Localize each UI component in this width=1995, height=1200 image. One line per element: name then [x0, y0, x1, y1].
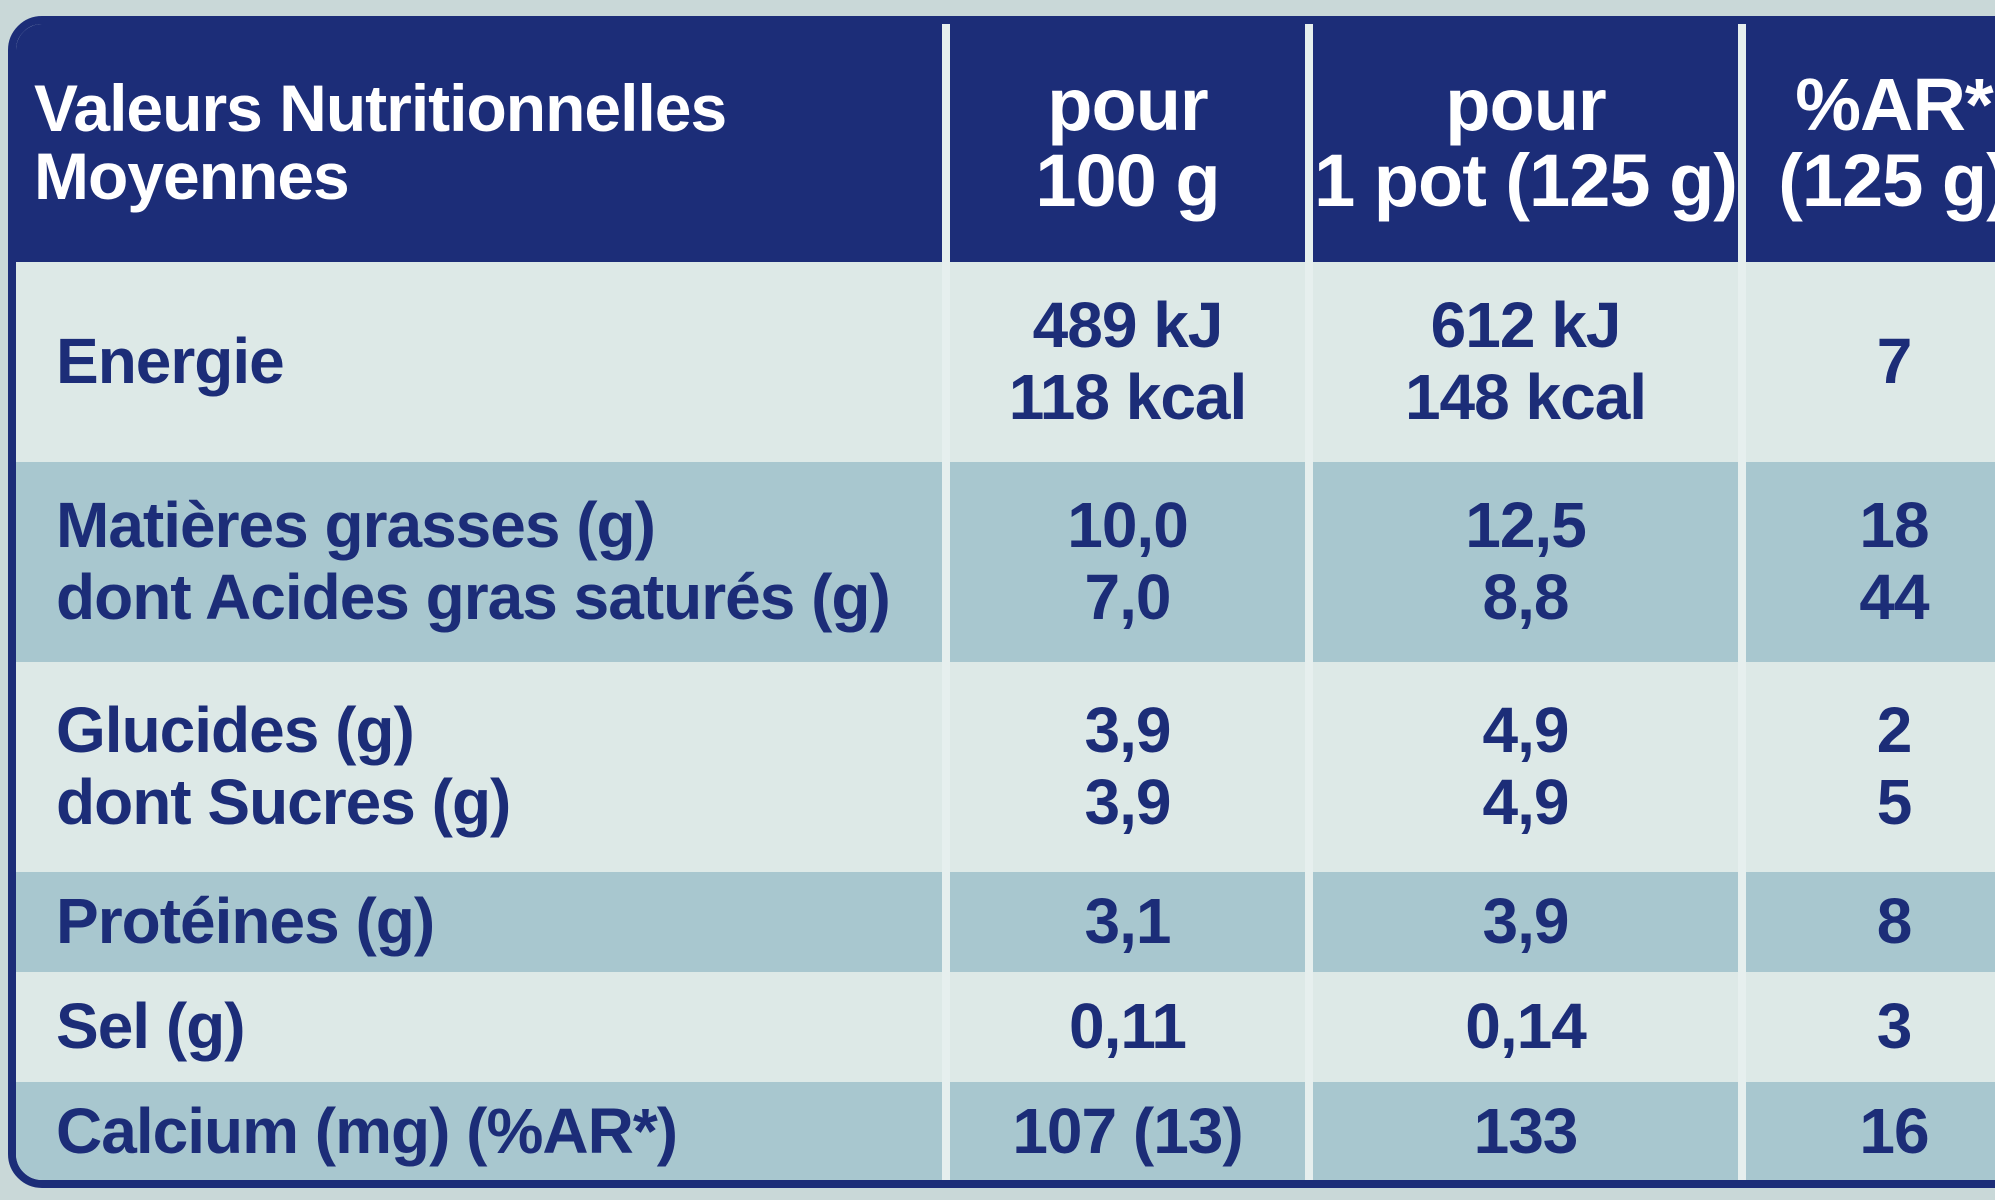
header-per-100g-line2: 100 g: [1035, 139, 1220, 222]
calcium-per100: 107 (13): [942, 1082, 1309, 1180]
energy-perpot-kcal: 148 kcal: [1404, 361, 1647, 433]
row-fat-perpot: 12,5 8,8: [1305, 462, 1742, 662]
carbs-ar: 2: [1876, 694, 1913, 767]
protein-perpot: 3,9: [1305, 872, 1742, 972]
row-energy-label: Energie: [16, 262, 946, 462]
carbs-label: Glucides (g): [56, 694, 415, 767]
row-fat-label: Matières grasses (g) dont Acides gras sa…: [16, 462, 946, 662]
protein-per100: 3,1: [942, 872, 1309, 972]
energy-per100-kcal: 118 kcal: [1008, 361, 1248, 433]
row-energy-per100: 489 kJ 118 kcal: [942, 262, 1309, 462]
header-title-line2: Moyennes: [34, 139, 350, 213]
header-row: Valeurs Nutritionnelles Moyennes pour 10…: [16, 24, 1995, 262]
row-salt: Sel (g) 0,11 0,14 3: [16, 972, 1995, 1082]
row-carbs-per100: 3,9 3,9: [942, 662, 1309, 872]
fat-label: Matières grasses (g): [56, 489, 656, 562]
header-title-line1: Valeurs Nutritionnelles: [34, 71, 727, 146]
row-carbs-perpot: 4,9 4,9: [1305, 662, 1742, 872]
protein-label: Protéines (g): [16, 872, 946, 972]
carbs-per100: 3,9: [1084, 694, 1172, 767]
header-per-100g-line1: pour: [1047, 62, 1208, 146]
header-title: Valeurs Nutritionnelles Moyennes: [16, 24, 946, 262]
row-protein: Protéines (g) 3,1 3,9 8: [16, 872, 1995, 972]
header-per-pot-line2: 1 pot (125 g): [1314, 139, 1738, 222]
header-per-100g: pour 100 g: [942, 24, 1309, 262]
header-ar-line2: (125 g): [1778, 139, 1995, 222]
sugars-ar: 5: [1876, 766, 1913, 838]
salt-label: Sel (g): [16, 972, 946, 1082]
row-energy: Energie 489 kJ 118 kcal 612 kJ 148 kcal …: [16, 262, 1995, 462]
row-energy-ar: 7: [1738, 262, 1995, 462]
header-ar: %AR* (125 g): [1738, 24, 1995, 262]
energy-perpot-kj: 612 kJ: [1430, 289, 1622, 362]
carbs-perpot: 4,9: [1482, 694, 1570, 767]
calcium-ar: 16: [1738, 1082, 1995, 1180]
sat-fat-ar: 44: [1859, 561, 1929, 633]
nutrition-label: Valeurs Nutritionnelles Moyennes pour 10…: [8, 16, 1995, 1188]
sat-fat-label: dont Acides gras saturés (g): [56, 561, 891, 633]
sugars-perpot: 4,9: [1482, 766, 1570, 838]
calcium-label: Calcium (mg) (%AR*): [16, 1082, 946, 1180]
sugars-label: dont Sucres (g): [56, 766, 511, 838]
fat-ar: 18: [1859, 489, 1929, 562]
row-fat-per100: 10,0 7,0: [942, 462, 1309, 662]
row-calcium: Calcium (mg) (%AR*) 107 (13) 133 16: [16, 1082, 1995, 1180]
sat-fat-per100: 7,0: [1084, 561, 1172, 633]
row-carbs-ar: 2 5: [1738, 662, 1995, 872]
header-ar-line1: %AR*: [1795, 62, 1993, 146]
header-per-pot-line1: pour: [1445, 62, 1606, 146]
row-carbs: Glucides (g) dont Sucres (g) 3,9 3,9 4,9…: [16, 662, 1995, 872]
calcium-perpot: 133: [1305, 1082, 1742, 1180]
salt-per100: 0,11: [942, 972, 1309, 1082]
nutrition-table: Valeurs Nutritionnelles Moyennes pour 10…: [16, 24, 1995, 1180]
salt-ar: 3: [1738, 972, 1995, 1082]
sat-fat-perpot: 8,8: [1482, 561, 1570, 633]
row-energy-perpot: 612 kJ 148 kcal: [1305, 262, 1742, 462]
row-fat-ar: 18 44: [1738, 462, 1995, 662]
energy-per100-kj: 489 kJ: [1032, 289, 1224, 362]
protein-ar: 8: [1738, 872, 1995, 972]
fat-perpot: 12,5: [1465, 489, 1587, 562]
row-carbs-label: Glucides (g) dont Sucres (g): [16, 662, 946, 872]
sugars-per100: 3,9: [1084, 766, 1172, 838]
header-per-pot: pour 1 pot (125 g): [1305, 24, 1742, 262]
row-fat: Matières grasses (g) dont Acides gras sa…: [16, 462, 1995, 662]
fat-per100: 10,0: [1067, 489, 1189, 562]
salt-perpot: 0,14: [1305, 972, 1742, 1082]
